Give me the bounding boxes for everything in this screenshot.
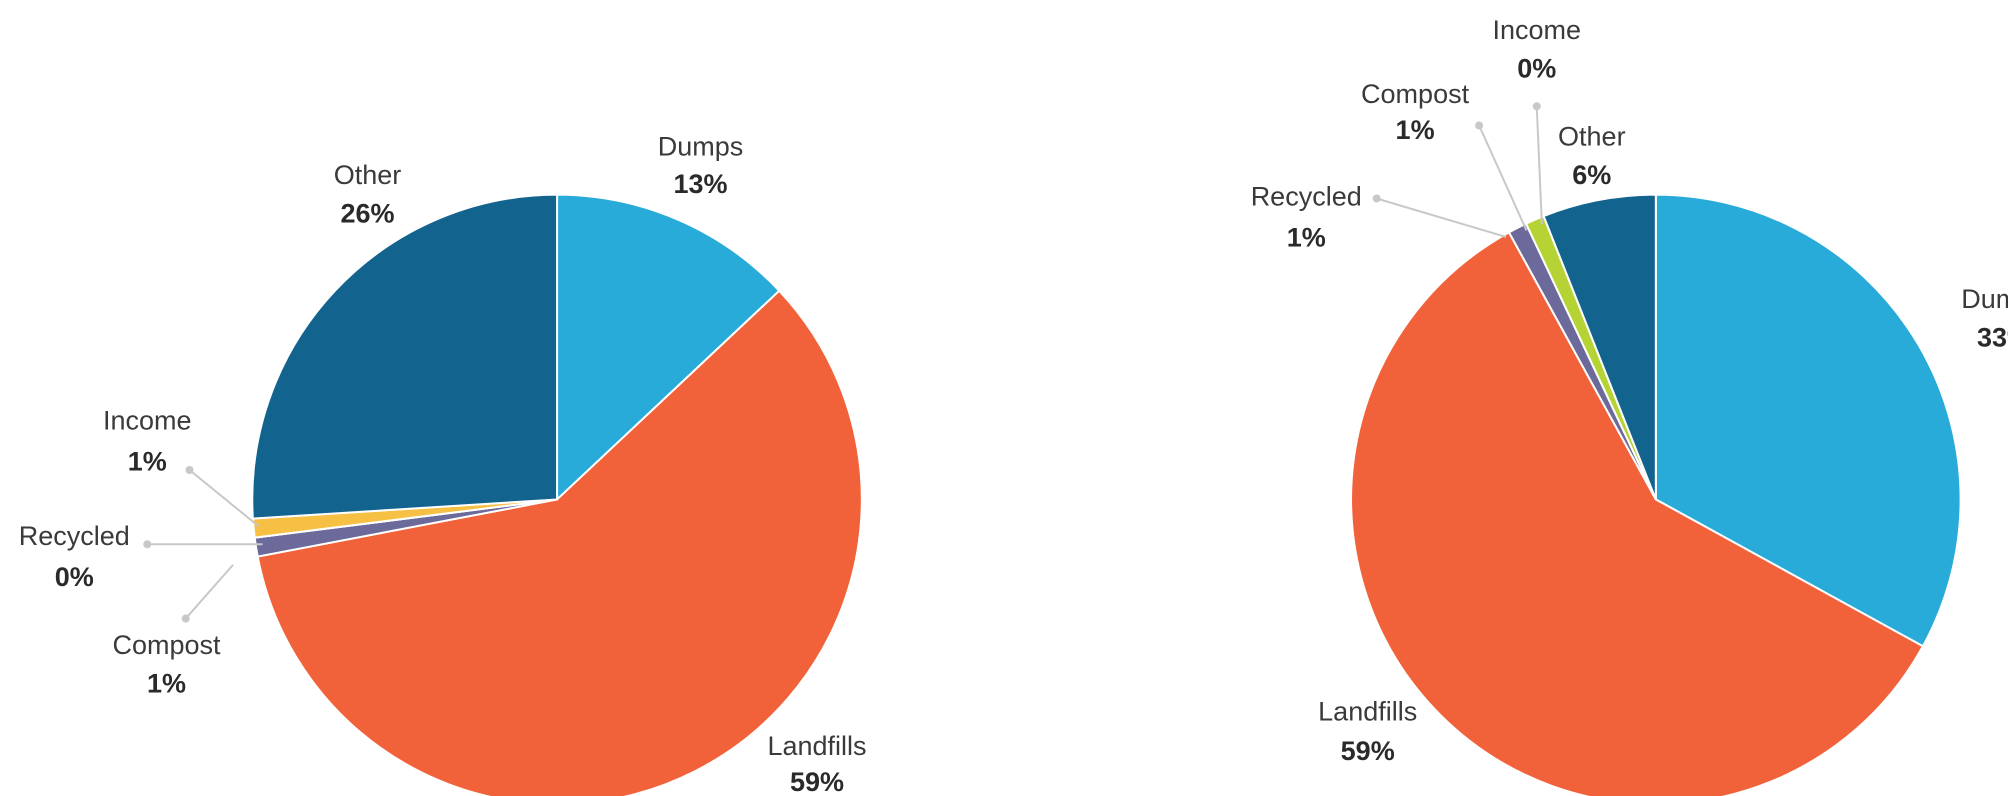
leader-dot (185, 465, 194, 474)
slice-label: Compost (1361, 79, 1470, 109)
leader-dot (143, 540, 152, 549)
pie-slice (1654, 193, 1962, 648)
pie-slice (256, 289, 863, 796)
slice-label: Compost (112, 630, 221, 660)
slice-label: Landfills (1318, 696, 1417, 726)
slice-label: Income (103, 406, 192, 436)
slice-value: 59% (790, 767, 844, 796)
slice-value: 1% (1396, 115, 1435, 145)
leader-line (1478, 125, 1528, 231)
pie-slice (1542, 193, 1657, 500)
slice-value: 1% (1287, 223, 1326, 253)
slice-value: 6% (1572, 160, 1611, 190)
pie-slice (556, 193, 781, 502)
slice-value: 1% (128, 447, 167, 477)
slice-label: Dumps (658, 132, 744, 162)
slice-label: Other (1558, 121, 1626, 151)
leader-line (1535, 106, 1543, 225)
slice-value: 0% (55, 562, 94, 592)
slice-label: Recycled (1251, 182, 1362, 212)
slice-value: 26% (341, 198, 395, 228)
pie-slice (1350, 230, 1925, 796)
slice-value: 1% (147, 668, 186, 698)
slice-label: Dumps (1961, 284, 2008, 314)
leader-line (1376, 197, 1507, 238)
slice-label: Landfills (767, 731, 866, 761)
leader-line (184, 564, 234, 620)
slice-value: 13% (673, 169, 727, 199)
leader-dot (1475, 121, 1484, 130)
leader-line (188, 469, 260, 528)
slice-value: 0% (1517, 54, 1556, 84)
leader-dot (1372, 194, 1381, 203)
slice-value: 59% (1341, 736, 1395, 766)
leader-dot (181, 614, 190, 623)
slice-value: 33% (1977, 322, 2008, 352)
slice-label: Income (1492, 15, 1581, 45)
slice-label: Other (334, 160, 402, 190)
slice-label: Recycled (19, 521, 130, 551)
pie-slice (251, 193, 559, 520)
leader-dot (1532, 102, 1541, 111)
